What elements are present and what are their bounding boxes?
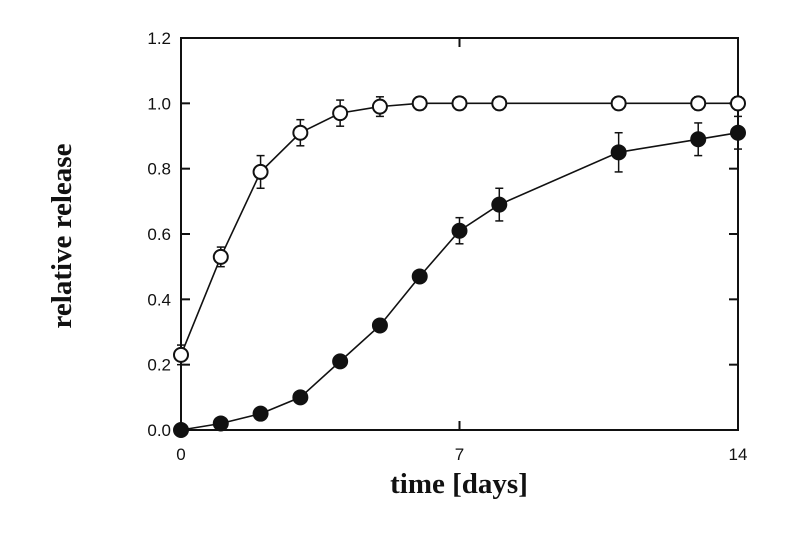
data-point	[332, 105, 349, 122]
data-point	[690, 131, 707, 148]
data-point	[491, 95, 508, 112]
series-2-filled-circle	[173, 115, 746, 438]
data-point	[212, 248, 229, 265]
y-axis-title: relative release	[46, 143, 78, 328]
series-line	[180, 102, 738, 356]
y-tick-label: 1.2	[147, 29, 171, 48]
series-layer	[173, 95, 746, 438]
x-tick-label: 7	[455, 445, 464, 464]
y-tick-label: 0.2	[147, 356, 171, 375]
x-tick-label: 14	[729, 445, 748, 464]
data-point	[411, 268, 428, 285]
data-point	[252, 163, 269, 180]
data-point	[610, 144, 627, 161]
data-point	[491, 196, 508, 213]
data-point	[451, 222, 468, 239]
data-point	[730, 95, 746, 112]
y-tick-label: 0.4	[147, 290, 171, 309]
y-tick-label: 0.8	[147, 160, 171, 179]
y-tick-label: 1.0	[147, 94, 171, 113]
data-point	[292, 389, 309, 406]
y-tick-label: 0.6	[147, 225, 171, 244]
data-point	[371, 98, 388, 115]
y-tick-label: 0.0	[147, 421, 171, 440]
data-point	[610, 95, 627, 112]
data-point	[371, 317, 388, 334]
data-point	[252, 405, 269, 422]
data-point	[173, 346, 189, 363]
data-point	[730, 124, 746, 141]
axis-ticks: 0.0 0.2 0.4 0.6 0.8 1.0 1.2 0 7 14	[147, 29, 747, 464]
x-axis-title: time [days]	[390, 468, 528, 500]
data-point	[292, 124, 309, 141]
data-point	[690, 95, 707, 112]
series-1-open-circle	[173, 95, 746, 366]
data-point	[173, 422, 189, 438]
x-tick-label: 0	[176, 445, 185, 464]
data-point	[212, 415, 229, 432]
data-point	[451, 95, 468, 112]
data-point	[332, 353, 349, 370]
data-point	[411, 95, 428, 112]
